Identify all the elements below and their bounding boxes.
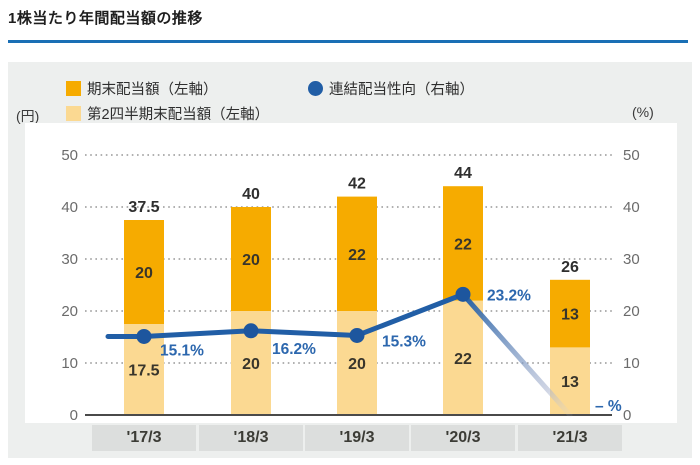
final-value-label: 22 [348, 247, 366, 264]
right-axis-tick: 50 [623, 147, 640, 164]
right-axis-unit: (%) [632, 104, 654, 120]
final-value-label: 20 [242, 252, 260, 269]
bar-total-label: 37.5 [128, 199, 159, 216]
interim-value-label: 20 [348, 356, 366, 373]
interim-dividend-swatch-icon [66, 106, 81, 121]
x-axis-label: '19/3 [305, 425, 409, 451]
interim-value-label: 17.5 [128, 363, 159, 380]
payout-ratio-label: – % [595, 398, 622, 415]
x-axis-label: '18/3 [199, 425, 303, 451]
legend-item-final-dividend: 期末配当額（左軸） [66, 78, 218, 99]
payout-marker [455, 286, 471, 302]
payout-ratio-label: 16.2% [272, 341, 316, 358]
payout-ratio-swatch-icon [308, 81, 323, 96]
payout-ratio-label: 23.2% [487, 287, 531, 304]
bar-segment-final [231, 207, 271, 311]
bar-total-label: 40 [242, 186, 260, 203]
left-axis-tick: 0 [70, 407, 78, 423]
final-dividend-swatch-icon [66, 81, 81, 96]
page-title: 1株当たり年間配当額の推移 [8, 10, 203, 27]
bar-total-label: 44 [454, 165, 472, 182]
legend-label: 連結配当性向（右軸） [329, 82, 474, 98]
bar-segment-final [124, 220, 164, 324]
left-axis-tick: 30 [61, 251, 78, 268]
right-axis-tick: 40 [623, 199, 640, 216]
legend-item-payout-ratio: 連結配当性向（右軸） [308, 78, 474, 99]
title-underline [8, 40, 688, 43]
right-axis-tick: 0 [623, 407, 631, 423]
bar-total-label: 42 [348, 176, 366, 193]
final-value-label: 20 [135, 265, 153, 282]
right-axis-tick: 10 [623, 355, 640, 372]
bar-segment-interim [443, 300, 483, 415]
x-axis-label: '20/3 [411, 425, 515, 451]
final-value-label: 22 [454, 236, 472, 253]
x-axis-label: '21/3 [518, 425, 622, 451]
x-axis-label: '17/3 [92, 425, 196, 451]
interim-value-label: 13 [561, 374, 579, 391]
interim-value-label: 20 [242, 356, 260, 373]
right-axis-tick: 20 [623, 303, 640, 320]
left-axis-tick: 40 [61, 199, 78, 216]
payout-ratio-label: 15.1% [160, 342, 204, 359]
bar-segment-final [337, 196, 377, 311]
bar-segment-final [443, 186, 483, 301]
plot-area: 0 0 10 10 20 20 30 30 40 40 50 50 17.5 20 37.5 20 20 40 20… [25, 123, 677, 423]
final-value-label: 13 [561, 307, 579, 324]
interim-value-label: 22 [454, 351, 472, 368]
left-axis-tick: 50 [61, 147, 78, 164]
payout-marker [136, 328, 152, 344]
bar-segment-final [550, 279, 590, 348]
payout-marker [349, 327, 365, 343]
chart-panel: 期末配当額（左軸） 連結配当性向（右軸） 第2四半期末配当額（左軸） (円) (… [8, 62, 692, 458]
dividend-payout-chart: 0 0 10 10 20 20 30 30 40 40 50 50 17.5 20 37.5 20 20 40 20… [61, 147, 640, 423]
legend-item-interim-dividend: 第2四半期末配当額（左軸） [66, 103, 269, 124]
bar-total-label: 26 [561, 259, 579, 276]
legend-label: 第2四半期末配当額（左軸） [87, 107, 270, 123]
left-axis-tick: 20 [61, 303, 78, 320]
legend-label: 期末配当額（左軸） [87, 82, 218, 98]
x-axis-labels: '17/3'18/3'19/3'20/3'21/3 [8, 425, 692, 451]
left-axis-tick: 10 [61, 355, 78, 372]
payout-ratio-label: 15.3% [382, 333, 426, 350]
right-axis-tick: 30 [623, 251, 640, 268]
payout-line-forecast [460, 291, 573, 418]
payout-marker [243, 323, 259, 339]
left-axis-unit: (円) [16, 108, 40, 124]
